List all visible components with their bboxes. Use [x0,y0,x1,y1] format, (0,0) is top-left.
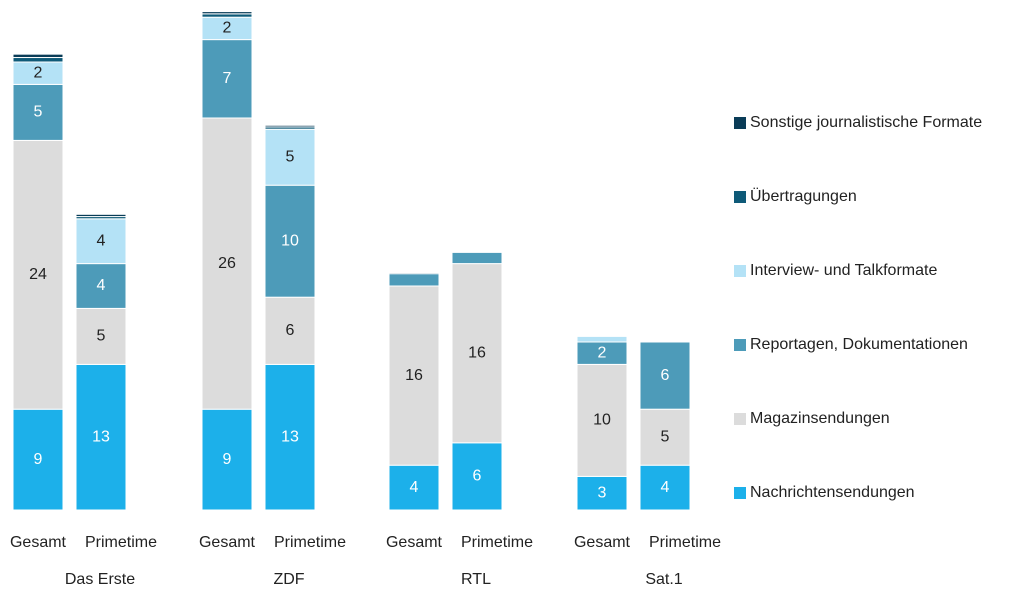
data-label: 7 [223,70,232,87]
bar-segment [388,272,440,275]
data-label: 9 [223,451,232,468]
legend-swatch [734,339,746,351]
bar-segment [75,213,127,218]
data-label: 16 [468,344,486,361]
data-label: 3 [598,484,607,501]
legend-label: Interview- und Talkformate [750,262,937,279]
data-label: 2 [598,344,607,361]
bar-segment [264,184,316,298]
bar-segment [451,442,503,511]
data-label: 6 [286,322,295,339]
legend-label: Reportagen, Dokumentationen [750,336,968,353]
data-label: 6 [661,367,670,384]
data-label: 10 [281,232,299,249]
sub-label: Primetime [649,534,721,551]
bar-segment [201,13,253,18]
bar-segment [388,464,440,511]
bar-segment [639,341,691,410]
data-label: 24 [29,266,47,283]
bar-segment [264,124,316,128]
bar-segment [201,11,253,15]
data-label: 26 [218,255,236,272]
data-label: 2 [223,20,232,37]
legend-swatch [734,191,746,203]
data-label: 16 [405,367,423,384]
bar-segment [264,363,316,511]
group-label: Sat.1 [645,571,682,588]
data-label: 5 [97,328,106,345]
bar-segment [576,335,628,343]
sub-label: Primetime [85,534,157,551]
bar-segment [75,263,127,309]
data-label: 5 [34,104,43,121]
legend-swatch [734,487,746,499]
bar-segment [12,139,64,410]
sub-label: Gesamt [574,534,631,551]
group-label: ZDF [273,571,304,588]
bar-segment [264,296,316,365]
data-label: 2 [34,64,43,81]
bar-segment [75,363,127,511]
data-label: 13 [281,428,299,445]
sub-label: Gesamt [386,534,443,551]
legend-label: Magazinsendungen [750,410,890,427]
bar-segment [201,117,253,410]
bar-segment [12,408,64,511]
data-label: 13 [92,428,110,445]
data-label: 4 [97,232,106,249]
sub-label: Gesamt [199,534,256,551]
data-label: 5 [661,428,670,445]
legend-swatch [734,265,746,277]
bar-segment [201,39,253,119]
sub-label: Primetime [461,534,533,551]
bar-segment [576,475,628,511]
data-label: 5 [286,148,295,165]
data-label: 4 [410,479,419,496]
group-label: RTL [461,571,491,588]
legend-label: Übertragungen [750,187,857,205]
legend-swatch [734,413,746,425]
bar-segment [576,363,628,477]
sub-label: Primetime [274,534,346,551]
bar-segment [388,285,440,466]
data-label: 9 [34,451,43,468]
data-label: 4 [661,479,670,496]
data-label: 6 [473,468,482,485]
group-label: Das Erste [65,571,135,588]
bar-segment [264,128,316,186]
bar-segment [639,408,691,466]
legend-swatch [734,117,746,129]
bar-segment [75,307,127,365]
bar-segment [451,251,503,265]
data-label: 10 [593,412,611,429]
data-label: 4 [97,277,106,294]
legend-label: Sonstige journalistische Formate [750,114,982,131]
sub-label: Gesamt [10,534,67,551]
bar-segment [451,263,503,444]
legend-label: Nachrichtensendungen [750,484,915,501]
bar-segment [75,218,127,265]
bar-segment [12,53,64,59]
bar-segment [388,273,440,287]
bar-segment [12,57,64,63]
